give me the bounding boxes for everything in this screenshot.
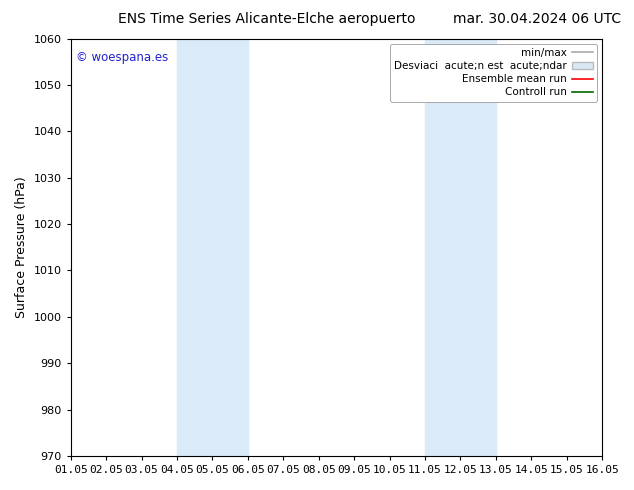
Y-axis label: Surface Pressure (hPa): Surface Pressure (hPa) — [15, 176, 28, 318]
Bar — [177, 39, 248, 456]
Bar — [425, 39, 496, 456]
Text: © woespana.es: © woespana.es — [76, 51, 168, 64]
Text: ENS Time Series Alicante-Elche aeropuerto: ENS Time Series Alicante-Elche aeropuert… — [117, 12, 415, 26]
Text: mar. 30.04.2024 06 UTC: mar. 30.04.2024 06 UTC — [453, 12, 621, 26]
Legend: min/max, Desviaci  acute;n est  acute;ndar, Ensemble mean run, Controll run: min/max, Desviaci acute;n est acute;ndar… — [390, 44, 597, 101]
